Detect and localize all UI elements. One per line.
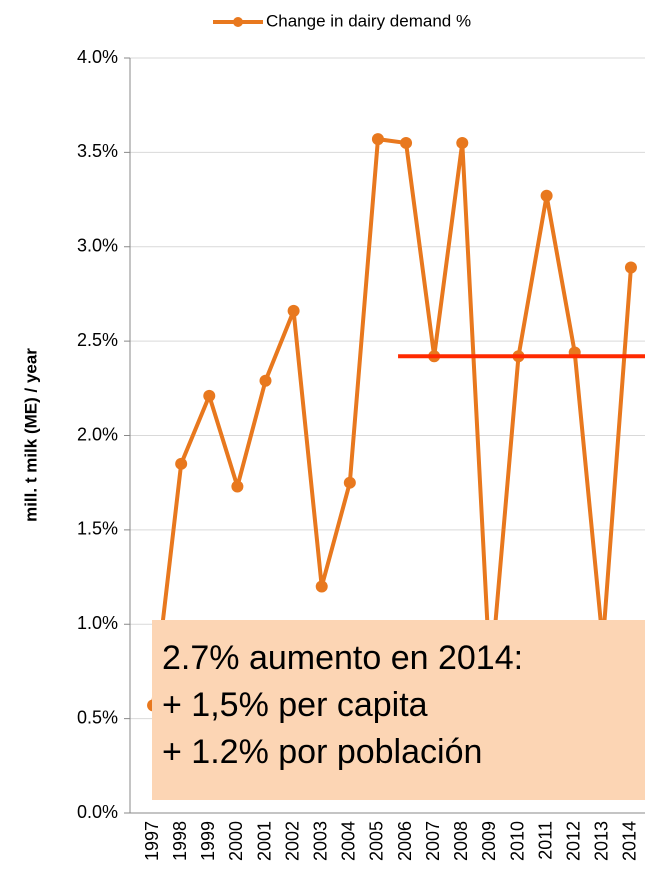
x-tick-label: 2004 [339, 821, 359, 861]
y-axis-label: mill. t milk (ME) / year [21, 348, 40, 522]
annotation-text: + 1,5% per capita [162, 686, 428, 724]
x-tick-label: 2007 [423, 821, 443, 861]
x-tick-label: 2002 [282, 821, 302, 861]
x-tick-label: 2011 [535, 821, 555, 860]
annotation-text: + 1.2% por población [162, 733, 482, 771]
y-tick-label: 1.5% [77, 519, 118, 539]
point [371, 133, 384, 146]
x-tick-label: 2009 [479, 821, 499, 861]
point [259, 374, 272, 387]
point [456, 136, 469, 149]
x-tick-label: 2006 [395, 821, 415, 861]
point [231, 480, 244, 493]
x-tick-label: 2005 [367, 821, 387, 861]
x-tick-label: 1997 [142, 821, 162, 861]
x-tick-label: 1998 [170, 821, 190, 861]
point [400, 136, 413, 149]
y-tick-label: 4.0% [77, 47, 118, 67]
y-tick-label: 2.5% [77, 330, 118, 350]
annotation-text: 2.7% aumento en 2014: [162, 639, 523, 677]
x-tick-label: 2013 [592, 821, 612, 861]
x-tick-label: 2003 [310, 821, 330, 861]
point [287, 304, 300, 317]
x-tick-label: 2014 [620, 821, 640, 861]
y-tick-label: 3.5% [77, 141, 118, 161]
point [203, 389, 216, 402]
x-tick-label: 1999 [198, 821, 218, 861]
point [540, 189, 553, 202]
series-line [151, 137, 633, 706]
point [343, 476, 356, 489]
x-tick-label: 2000 [226, 821, 246, 861]
legend-label: Change in dairy demand % [266, 11, 471, 30]
annotation-box [152, 620, 645, 800]
x-tick-label: 2010 [507, 821, 527, 861]
y-tick-label: 3.0% [77, 236, 118, 256]
point [175, 457, 188, 470]
y-tick-label: 1.0% [77, 613, 118, 633]
y-tick-label: 0.0% [77, 802, 118, 822]
legend-marker [233, 17, 243, 27]
point [315, 580, 328, 593]
x-tick-label: 2008 [451, 821, 471, 861]
y-tick-label: 0.5% [77, 707, 118, 727]
point [624, 261, 637, 274]
x-tick-label: 2001 [254, 821, 274, 861]
x-tick-label: 2012 [563, 821, 583, 861]
y-tick-label: 2.0% [77, 424, 118, 444]
